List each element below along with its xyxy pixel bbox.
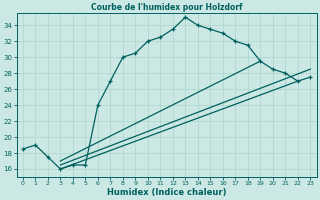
X-axis label: Humidex (Indice chaleur): Humidex (Indice chaleur) — [107, 188, 226, 197]
Title: Courbe de l'humidex pour Holzdorf: Courbe de l'humidex pour Holzdorf — [91, 3, 242, 12]
